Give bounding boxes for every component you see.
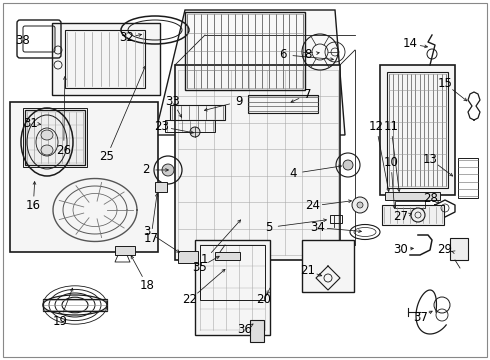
Text: 28: 28 xyxy=(423,192,438,205)
Text: 9: 9 xyxy=(235,95,243,108)
Text: 15: 15 xyxy=(438,77,452,90)
Text: 32: 32 xyxy=(119,31,134,44)
Bar xyxy=(385,192,440,200)
Bar xyxy=(185,12,305,90)
Text: 16: 16 xyxy=(26,199,41,212)
Text: 18: 18 xyxy=(140,279,154,292)
Bar xyxy=(52,23,160,95)
Bar xyxy=(248,95,318,113)
Text: 19: 19 xyxy=(52,315,67,328)
Bar xyxy=(178,251,198,263)
Text: 10: 10 xyxy=(384,156,398,169)
Text: 30: 30 xyxy=(393,243,408,256)
Bar xyxy=(23,108,87,167)
Text: 22: 22 xyxy=(183,293,197,306)
Bar xyxy=(458,158,478,198)
Bar xyxy=(250,320,264,342)
Text: 14: 14 xyxy=(403,37,418,50)
Text: 11: 11 xyxy=(384,120,398,133)
Bar xyxy=(330,215,342,223)
Text: 37: 37 xyxy=(413,311,428,324)
Text: 5: 5 xyxy=(265,221,272,234)
Bar xyxy=(10,102,158,252)
Text: 6: 6 xyxy=(279,48,287,61)
Ellipse shape xyxy=(41,145,53,155)
Ellipse shape xyxy=(41,130,53,140)
Text: 20: 20 xyxy=(256,293,271,306)
Bar xyxy=(302,240,354,292)
Bar xyxy=(215,252,240,260)
Text: 1: 1 xyxy=(201,253,209,266)
Text: 29: 29 xyxy=(438,243,452,256)
Polygon shape xyxy=(155,10,345,135)
Text: 4: 4 xyxy=(289,167,297,180)
Text: 35: 35 xyxy=(193,261,207,274)
Bar xyxy=(200,245,265,300)
Circle shape xyxy=(190,127,200,137)
Text: 27: 27 xyxy=(393,210,408,223)
Text: 13: 13 xyxy=(423,153,438,166)
Bar xyxy=(115,246,135,255)
Text: 24: 24 xyxy=(305,199,320,212)
Text: 33: 33 xyxy=(165,95,180,108)
Text: 36: 36 xyxy=(238,323,252,336)
Circle shape xyxy=(352,197,368,213)
Bar xyxy=(175,65,340,260)
Bar xyxy=(395,201,425,208)
Circle shape xyxy=(343,160,353,170)
Text: 23: 23 xyxy=(154,120,169,133)
Text: 12: 12 xyxy=(369,120,384,133)
Text: 17: 17 xyxy=(144,232,158,245)
Text: 3: 3 xyxy=(143,225,151,238)
Bar xyxy=(43,299,107,311)
Bar xyxy=(25,110,85,165)
Bar xyxy=(165,120,215,132)
Circle shape xyxy=(162,164,174,176)
Bar xyxy=(155,182,167,192)
Bar xyxy=(380,65,455,195)
Text: 31: 31 xyxy=(24,117,38,130)
Bar xyxy=(382,205,444,225)
Text: 25: 25 xyxy=(99,150,114,163)
Circle shape xyxy=(411,208,425,222)
Text: 8: 8 xyxy=(304,48,312,61)
Bar xyxy=(195,240,270,335)
Text: 34: 34 xyxy=(310,221,325,234)
Text: 38: 38 xyxy=(16,34,30,47)
Bar xyxy=(65,30,145,88)
Circle shape xyxy=(357,202,363,208)
Bar xyxy=(170,105,225,120)
Bar xyxy=(450,238,468,260)
Text: 21: 21 xyxy=(300,264,315,277)
Text: 2: 2 xyxy=(142,163,150,176)
Bar xyxy=(387,72,448,188)
Text: 7: 7 xyxy=(304,88,312,101)
Text: 26: 26 xyxy=(56,144,71,157)
